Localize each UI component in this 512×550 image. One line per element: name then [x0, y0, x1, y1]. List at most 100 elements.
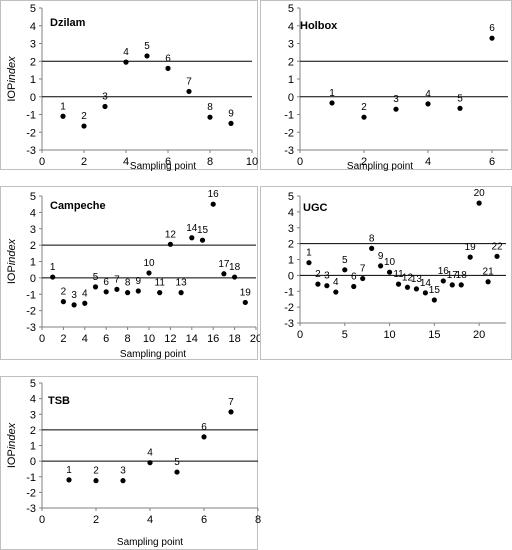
data-point: [324, 283, 330, 289]
y-tick-label: 0: [30, 273, 36, 285]
x-tick-label: 8: [207, 156, 213, 168]
data-label: 10: [143, 258, 155, 269]
y-tick-label: 0: [30, 92, 36, 104]
data-point: [120, 478, 126, 484]
data-point: [186, 88, 192, 95]
y-axis-title: IOPindex: [6, 422, 18, 468]
y-tick-label: -3: [26, 503, 36, 515]
y-tick-label: 0: [288, 92, 294, 104]
y-tick-label: -1: [26, 110, 36, 122]
data-label: 12: [402, 272, 414, 283]
y-axis-title-main: IOP: [6, 83, 18, 102]
data-point: [60, 299, 66, 305]
data-point: [189, 235, 195, 241]
data-point: [92, 284, 99, 290]
x-tick-label: 20: [473, 329, 485, 341]
y-tick-label: 2: [30, 240, 36, 252]
x-axis-title: Sampling point: [347, 161, 413, 172]
data-label: 18: [456, 270, 468, 281]
data-label: 11: [155, 278, 166, 289]
data-point: [476, 200, 482, 206]
data-label: 11: [393, 269, 404, 280]
data-label: 6: [201, 422, 207, 433]
data-label: 1: [60, 101, 66, 112]
data-label: 3: [324, 271, 330, 282]
data-point: [135, 288, 141, 294]
x-tick-label: 16: [207, 333, 219, 345]
panel-title: Campeche: [50, 200, 106, 212]
data-point: [147, 460, 153, 466]
data-label: 7: [114, 274, 120, 285]
data-point: [351, 283, 357, 290]
data-point: [386, 269, 393, 275]
data-point: [221, 271, 227, 277]
x-tick-label: 4: [82, 333, 88, 345]
chart-panel-1: -3 -2 -1 0 1 2 3 4 5 0 2 4 6 8 10 Dzilam 1 2 3 4 5 6 7 8 9 Sampli…: [0, 0, 258, 172]
data-point: [449, 282, 455, 288]
x-tick-label: 8: [125, 333, 131, 345]
data-label: 6: [489, 23, 495, 34]
y-tick-label: 5: [288, 191, 294, 203]
data-point: [232, 274, 238, 280]
panel-title: UGC: [303, 202, 328, 214]
panel-frame: [0, 0, 258, 170]
y-tick-label: 3: [288, 39, 294, 51]
y-tick-label: 3: [30, 224, 36, 236]
data-label: 18: [229, 262, 241, 273]
data-label: 2: [93, 466, 99, 477]
data-point: [210, 201, 216, 207]
x-tick-label: 2: [81, 156, 87, 168]
data-point: [103, 289, 109, 295]
y-axis-title-main: IOP: [6, 265, 18, 284]
x-axis-title: Sampling point: [130, 161, 196, 172]
data-point: [458, 282, 464, 288]
data-point: [393, 106, 399, 112]
data-point: [93, 478, 99, 484]
x-tick-label: 4: [123, 156, 129, 168]
x-tick-label: 6: [103, 333, 109, 345]
data-label: 3: [120, 466, 126, 477]
data-point: [413, 286, 420, 292]
x-tick-label: 12: [164, 333, 176, 345]
x-tick-label: 14: [186, 333, 198, 345]
data-label: 14: [186, 223, 198, 234]
panel-title: Dzilam: [50, 17, 86, 29]
data-point: [485, 279, 491, 285]
data-label: 1: [329, 88, 335, 99]
data-label: 17: [218, 259, 230, 270]
data-point: [360, 275, 366, 282]
data-point: [457, 105, 463, 111]
panel-frame: [260, 186, 512, 360]
data-point: [489, 35, 495, 41]
panel-frame: [0, 186, 258, 360]
panel-frame: [0, 376, 258, 550]
y-tick-label: -3: [26, 322, 36, 334]
data-label: 5: [93, 272, 99, 283]
data-label: 3: [71, 290, 77, 301]
data-point: [425, 101, 431, 107]
y-tick-label: 5: [30, 3, 36, 15]
data-point: [494, 253, 500, 259]
data-point: [82, 300, 88, 306]
data-point: [378, 263, 384, 269]
data-point: [404, 284, 411, 290]
y-tick-label: 3: [30, 409, 36, 421]
x-tick-label: 6: [165, 156, 171, 168]
y-tick-label: 5: [30, 191, 36, 203]
data-label: 17: [447, 270, 459, 281]
y-tick-label: -2: [284, 302, 294, 314]
y-tick-label: 5: [288, 3, 294, 15]
x-tick-label: 10: [143, 333, 155, 345]
y-tick-label: 4: [30, 207, 36, 219]
x-tick-label: 18: [228, 333, 240, 345]
data-label: 4: [82, 288, 88, 299]
y-tick-label: 1: [30, 441, 36, 453]
x-tick-label: 20: [250, 333, 262, 345]
data-label: 1: [66, 465, 72, 476]
data-label: 20: [474, 188, 486, 199]
y-tick-label: 0: [288, 270, 294, 282]
data-label: 4: [123, 47, 129, 58]
chart-panel-5: -3 -2 -1 0 1 2 3 4 5 0 2 4 6 8 TSB 1 2 3 4 5 6 7 Sampling poin…: [0, 376, 261, 550]
data-point: [422, 290, 428, 296]
x-tick-label: 2: [361, 156, 367, 168]
